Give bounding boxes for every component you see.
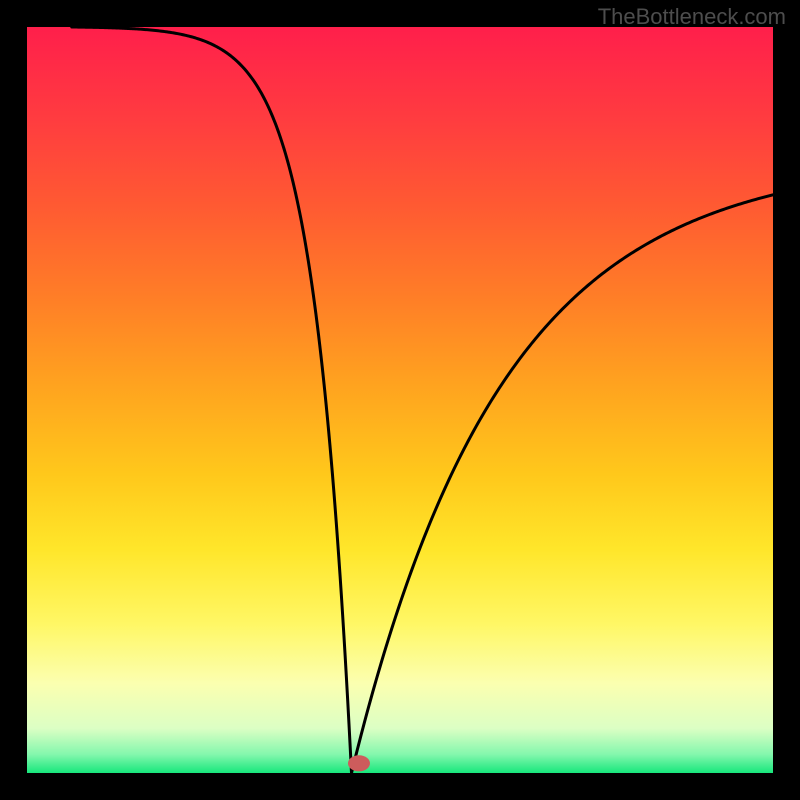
- minimum-marker: [348, 755, 370, 771]
- bottleneck-chart: [27, 27, 773, 773]
- chart-frame: TheBottleneck.com: [0, 0, 800, 800]
- watermark-text: TheBottleneck.com: [598, 4, 786, 30]
- gradient-background: [27, 27, 773, 773]
